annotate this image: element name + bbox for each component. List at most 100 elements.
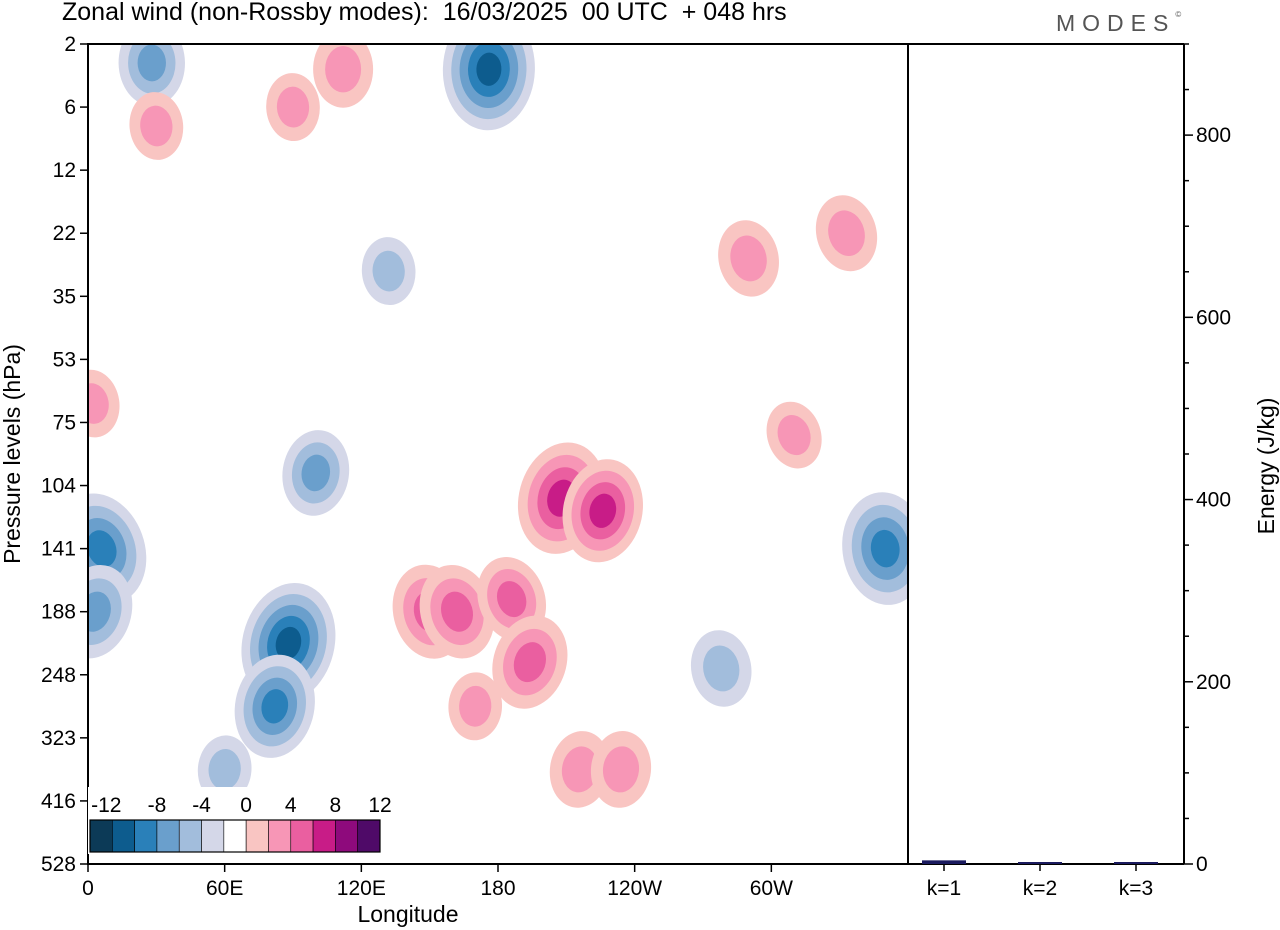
energy-category-label: k=2 bbox=[1023, 877, 1057, 900]
contour-band bbox=[88, 530, 117, 567]
contour-band bbox=[703, 645, 740, 692]
colorbar-swatch bbox=[335, 819, 358, 853]
contour-band bbox=[730, 235, 767, 282]
wind-anomaly-easterly-7 bbox=[118, 44, 185, 106]
wind-anomaly-westerly-21 bbox=[266, 73, 320, 142]
energy-axis-title: Energy (J/kg) bbox=[1253, 398, 1279, 535]
y-tick-label: 528 bbox=[41, 853, 76, 876]
colorbar-swatch bbox=[312, 819, 336, 853]
contour-band bbox=[496, 581, 527, 618]
contour-band bbox=[870, 529, 900, 568]
y-axis-title: Pressure levels (hPa) bbox=[0, 344, 25, 564]
wind-anomaly-easterly-8 bbox=[361, 237, 416, 306]
y-tick-label: 104 bbox=[41, 475, 76, 498]
colorbar-swatch bbox=[89, 819, 113, 853]
y-tick-label: 323 bbox=[41, 727, 76, 750]
wind-anomaly-westerly-12 bbox=[419, 564, 495, 659]
energy-tick-label: 600 bbox=[1196, 306, 1231, 329]
contour-band bbox=[325, 46, 362, 93]
chart-title: Zonal wind (non-Rossby modes): 16/03/202… bbox=[62, 0, 787, 26]
colorbar-swatch bbox=[156, 819, 180, 853]
wind-anomaly-westerly-26 bbox=[766, 401, 822, 469]
contour-band bbox=[372, 250, 405, 292]
y-tick-label: 22 bbox=[53, 222, 76, 245]
contour-band bbox=[476, 52, 502, 86]
contour-band bbox=[88, 591, 111, 632]
x-tick-label: 60W bbox=[750, 877, 793, 900]
colorbar-label: -4 bbox=[192, 794, 211, 817]
x-tick-label: 120E bbox=[337, 877, 386, 900]
colorbar-frame bbox=[89, 819, 381, 853]
energy-category-label: k=1 bbox=[927, 877, 961, 900]
energy-bar bbox=[922, 860, 966, 864]
wind-anomaly-easterly-0 bbox=[88, 493, 147, 604]
wind-anomaly-easterly-6 bbox=[442, 44, 535, 131]
wind-anomaly-westerly-25 bbox=[815, 195, 878, 272]
contour-band bbox=[88, 383, 109, 424]
contour-band bbox=[301, 454, 331, 492]
modes-logo: MODES© bbox=[1056, 10, 1181, 37]
y-tick-label: 6 bbox=[64, 96, 76, 119]
wind-anomaly-easterly-5 bbox=[197, 735, 252, 804]
contour-band bbox=[208, 749, 241, 790]
y-tick-label: 2 bbox=[64, 33, 76, 56]
colorbar: -12 -8 -4 0 4 8 12 bbox=[88, 787, 392, 854]
energy-tick-label: 200 bbox=[1196, 671, 1231, 694]
energy-tick-label: 800 bbox=[1196, 124, 1231, 147]
contour-band bbox=[275, 626, 302, 660]
energy-bar bbox=[1018, 862, 1062, 864]
contour-band bbox=[602, 746, 640, 793]
colorbar-label: 8 bbox=[330, 794, 342, 817]
wind-anomaly-easterly-1 bbox=[88, 565, 133, 659]
wind-anomaly-westerly-18 bbox=[590, 730, 652, 808]
colorbar-label: 12 bbox=[368, 794, 391, 817]
y-tick-label: 53 bbox=[53, 348, 76, 371]
contour-band bbox=[777, 415, 811, 456]
x-tick-label: 60E bbox=[206, 877, 243, 900]
colorbar-label: -12 bbox=[91, 794, 121, 817]
colorbar-swatch bbox=[201, 819, 225, 853]
wind-anomaly-easterly-9 bbox=[842, 492, 908, 605]
energy-category-label: k=3 bbox=[1119, 877, 1153, 900]
logo-text: MODES bbox=[1056, 10, 1176, 36]
y-tick-label: 12 bbox=[53, 159, 76, 182]
x-axis-title: Longitude bbox=[357, 901, 458, 927]
colorbar-swatch bbox=[268, 819, 292, 853]
logo-mark: © bbox=[1175, 10, 1182, 19]
wind-anomaly-easterly-10 bbox=[690, 630, 752, 707]
wind-anomaly-westerly-14 bbox=[492, 615, 568, 709]
wind-anomaly-westerly-22 bbox=[129, 92, 184, 160]
contour-band bbox=[459, 685, 492, 727]
y-tick-label: 248 bbox=[41, 664, 76, 687]
wind-anomaly-easterly-4 bbox=[282, 430, 350, 516]
colorbar-swatch bbox=[357, 819, 381, 853]
contour-band bbox=[440, 591, 474, 632]
x-tick-label: 120W bbox=[607, 877, 662, 900]
contour-band bbox=[561, 746, 599, 793]
colorbar-swatch bbox=[112, 819, 135, 853]
wind-anomaly-easterly-3 bbox=[234, 654, 315, 758]
colorbar-swatch bbox=[245, 819, 269, 853]
wind-anomaly-westerly-20 bbox=[313, 44, 374, 108]
x-tick-label: 180 bbox=[480, 877, 515, 900]
colorbar-swatch bbox=[223, 819, 247, 853]
wind-anomaly-westerly-16 bbox=[562, 459, 643, 563]
heatmap-field bbox=[88, 44, 908, 808]
wind-anomaly-westerly-19 bbox=[448, 672, 503, 741]
colorbar-label: 0 bbox=[240, 794, 252, 817]
contour-band bbox=[589, 493, 617, 528]
contour-band bbox=[140, 105, 173, 147]
colorbar-swatch bbox=[134, 819, 158, 853]
colorbar-swatch bbox=[178, 819, 202, 853]
energy-bar bbox=[1114, 862, 1158, 864]
y-tick-label: 75 bbox=[53, 411, 76, 434]
y-tick-label: 35 bbox=[53, 285, 76, 308]
contour-band bbox=[261, 689, 289, 724]
contour-band bbox=[276, 86, 310, 128]
x-tick-label: 0 bbox=[82, 877, 94, 900]
wind-anomaly-westerly-23 bbox=[88, 369, 120, 438]
colorbar-swatch bbox=[290, 819, 314, 853]
colorbar-label: -8 bbox=[148, 794, 167, 817]
energy-tick-label: 0 bbox=[1196, 853, 1208, 876]
